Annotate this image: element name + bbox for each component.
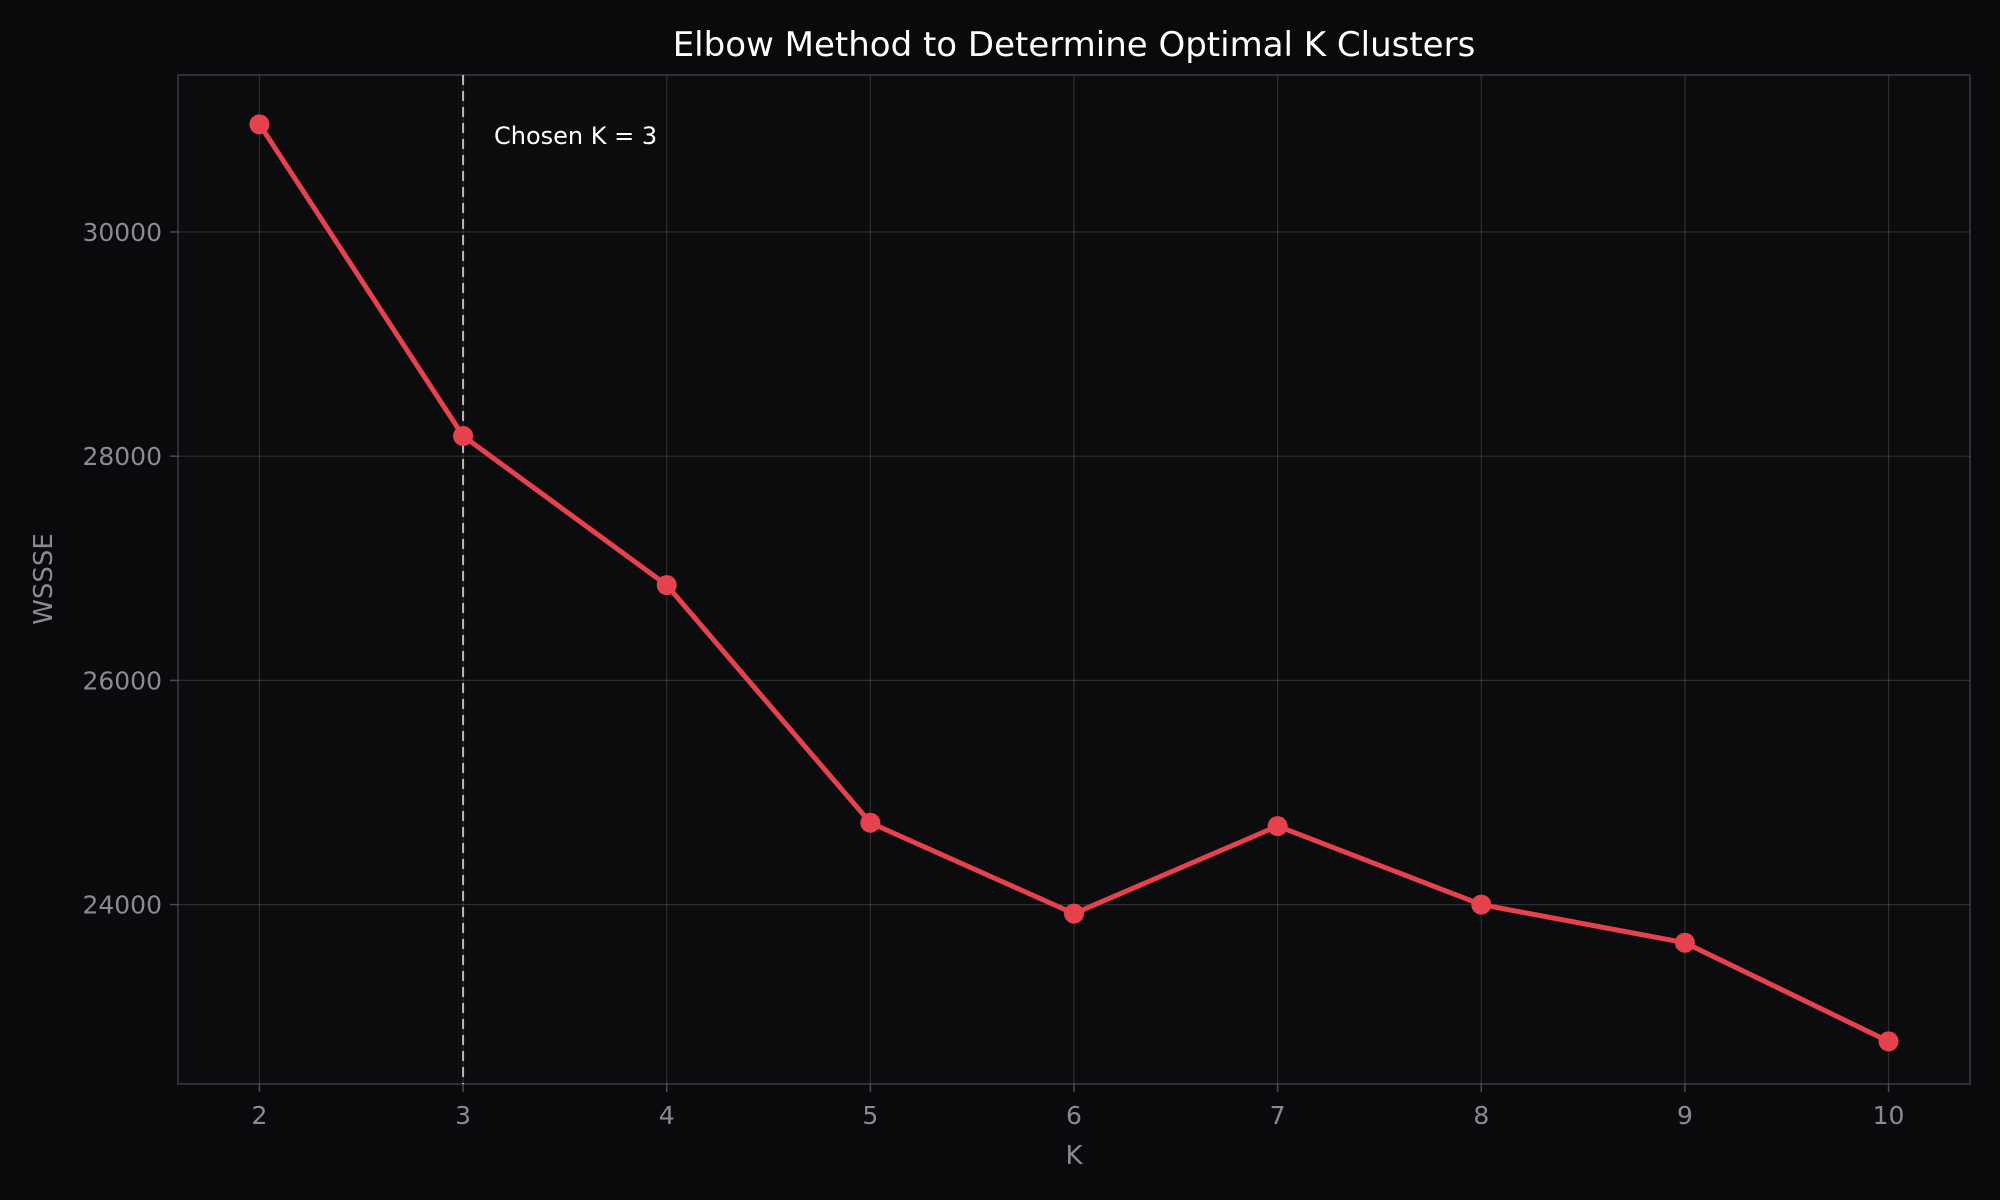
y-axis-label: WSSSE <box>29 533 59 625</box>
data-point-k-3 <box>453 425 474 446</box>
y-tick-label-26000: 26000 <box>82 666 162 695</box>
y-tick-label-30000: 30000 <box>82 218 162 247</box>
y-tick-labels: 24000 26000 28000 30000 <box>82 218 178 920</box>
x-tick-label-10: 10 <box>1873 1101 1905 1130</box>
x-tick-label-6: 6 <box>1066 1101 1082 1130</box>
x-tick-label-4: 4 <box>659 1101 675 1130</box>
chart-title: Elbow Method to Determine Optimal K Clus… <box>673 25 1476 65</box>
x-tick-labels: 2 3 4 5 6 7 8 9 10 <box>252 1084 1905 1130</box>
data-point-k-6 <box>1064 903 1084 924</box>
y-tick-label-28000: 28000 <box>82 442 162 471</box>
data-point-k-2 <box>249 114 270 135</box>
y-tick-label-24000: 24000 <box>82 891 162 920</box>
data-point-k-4 <box>656 575 677 596</box>
data-point-k-7 <box>1267 816 1288 837</box>
x-tick-label-5: 5 <box>862 1101 878 1130</box>
chosen-k-annotation: Chosen K = 3 <box>494 122 657 150</box>
x-tick-label-2: 2 <box>252 1101 268 1130</box>
x-tick-label-7: 7 <box>1270 1101 1286 1130</box>
x-tick-label-3: 3 <box>455 1101 471 1130</box>
x-axis-label: K <box>1065 1141 1083 1171</box>
x-tick-label-8: 8 <box>1473 1101 1489 1130</box>
data-point-k-5 <box>860 812 881 833</box>
data-point-k-10 <box>1878 1031 1899 1052</box>
x-tick-label-9: 9 <box>1677 1101 1693 1130</box>
series-group <box>249 114 1899 1052</box>
data-point-k-9 <box>1674 932 1695 953</box>
data-point-k-8 <box>1471 894 1492 915</box>
